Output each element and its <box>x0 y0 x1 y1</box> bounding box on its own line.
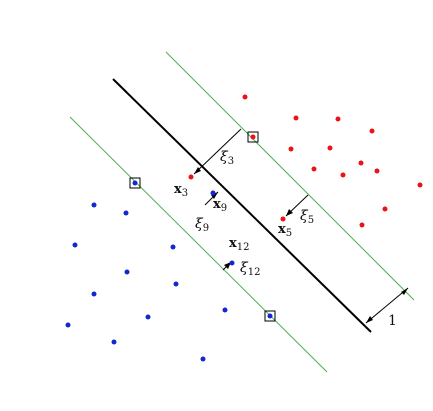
negative-point-x9 <box>210 190 216 196</box>
positive-point <box>374 168 380 174</box>
upper-margin-line <box>165 51 415 301</box>
negative-support-vector <box>267 313 273 319</box>
positive-point <box>242 94 248 100</box>
positive-point <box>335 116 341 122</box>
label-x9: x9 <box>213 197 227 214</box>
positive-point-x3 <box>188 174 194 180</box>
positive-point <box>382 206 388 212</box>
positive-point <box>359 222 365 228</box>
support-vector-markers <box>129 131 276 322</box>
label-x5: x5 <box>278 222 292 239</box>
positive-class-points <box>188 94 423 228</box>
negative-point <box>123 210 129 216</box>
slack-arrow-3 <box>193 128 242 175</box>
negative-point <box>91 291 97 297</box>
support-vector-square <box>264 310 276 322</box>
margin-width-arrow <box>365 287 409 324</box>
positive-point <box>369 128 375 134</box>
decision-boundary <box>112 78 372 333</box>
positive-point <box>288 146 294 152</box>
positive-point <box>311 166 317 172</box>
support-vector-square <box>129 177 141 189</box>
slack-arrow-9 <box>204 191 219 206</box>
negative-point <box>72 242 78 248</box>
negative-point <box>65 322 71 328</box>
label-xi3: ξ3 <box>220 149 234 167</box>
negative-point <box>111 339 117 345</box>
negative-support-vector <box>132 180 138 186</box>
negative-point-x12 <box>229 260 235 266</box>
positive-point <box>340 172 346 178</box>
label-x12: x12 <box>229 236 250 253</box>
label-x3: x3 <box>174 182 188 199</box>
label-xi5: ξ5 <box>300 208 314 226</box>
negative-point <box>91 202 97 208</box>
label-xi9: ξ9 <box>195 216 209 234</box>
positive-point <box>327 145 333 151</box>
positive-point <box>417 182 423 188</box>
negative-point <box>173 281 179 287</box>
negative-point <box>200 356 206 362</box>
positive-point <box>293 115 299 121</box>
negative-point <box>170 244 176 250</box>
label-xi12: ξ12 <box>240 260 260 278</box>
slack-arrow-12 <box>222 262 231 271</box>
margin-width-label: 1 <box>388 313 397 329</box>
slack-arrow-5 <box>285 194 309 217</box>
positive-point-x5 <box>280 216 286 222</box>
negative-class-points <box>65 180 273 362</box>
negative-point <box>222 307 228 313</box>
positive-support-vector <box>250 134 256 140</box>
lower-margin-line <box>69 116 328 373</box>
support-vector-square <box>247 131 259 143</box>
negative-point <box>124 269 130 275</box>
positive-point <box>358 160 364 166</box>
negative-point <box>145 314 151 320</box>
